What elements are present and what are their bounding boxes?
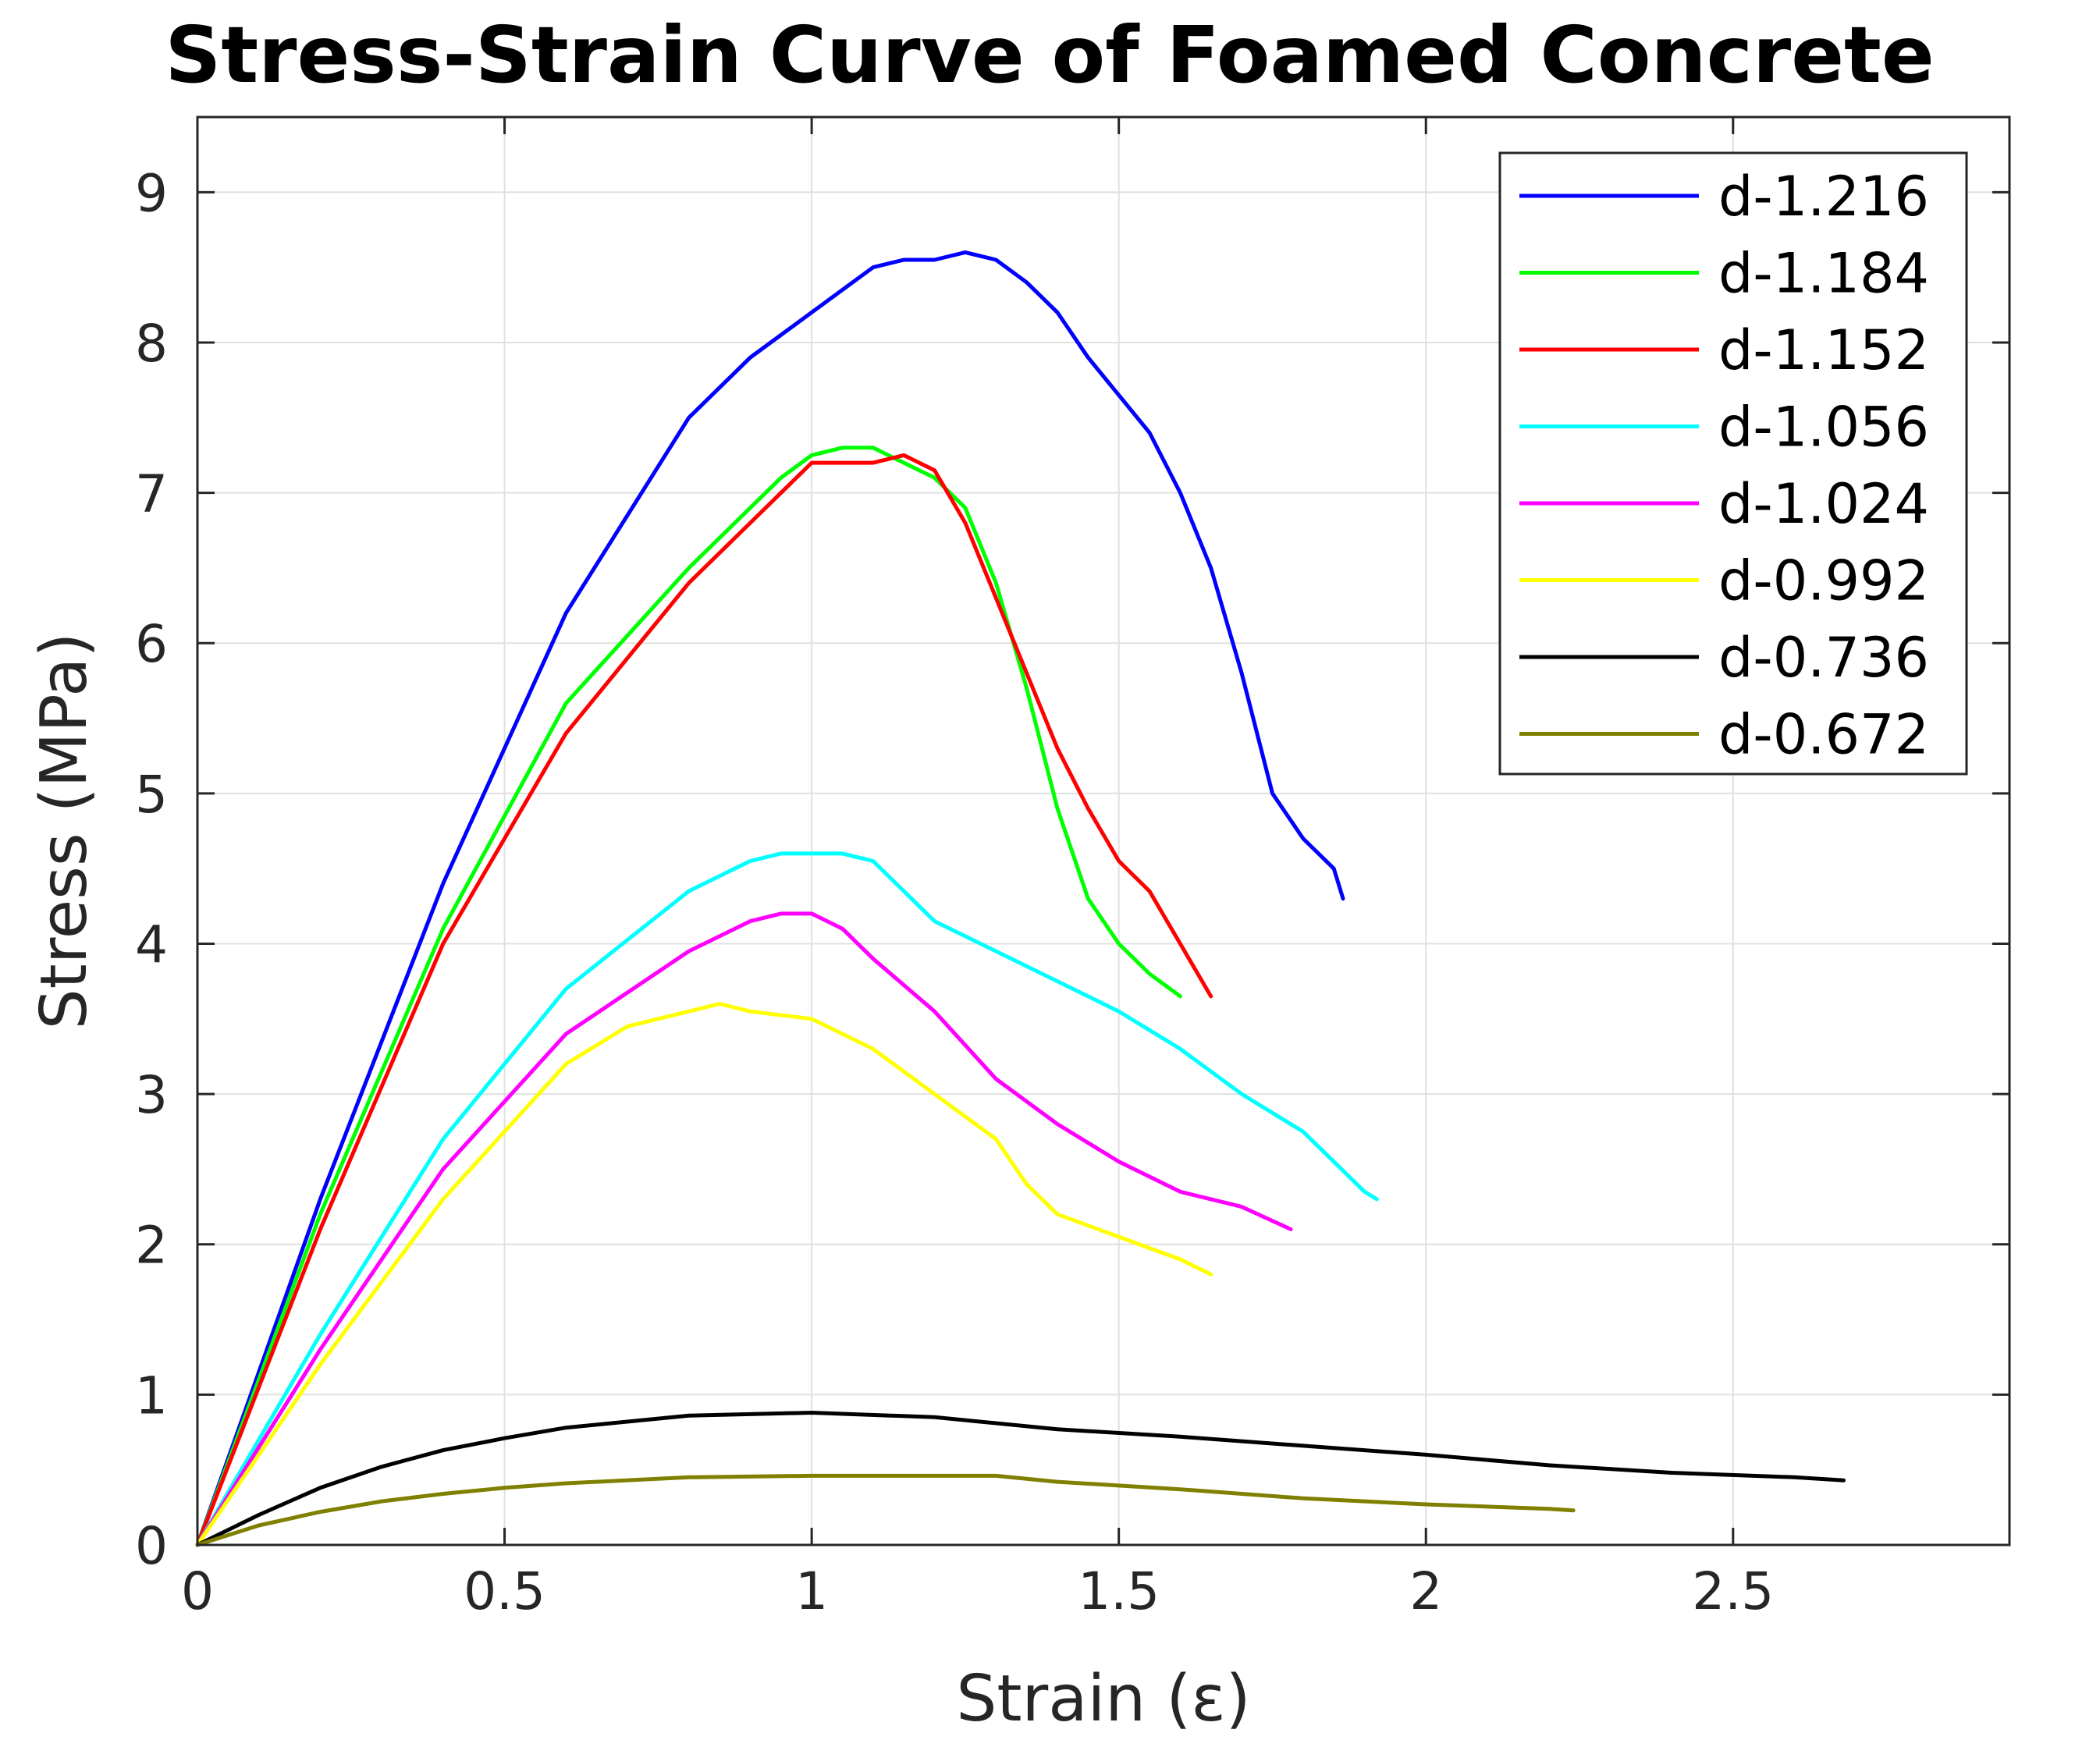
- y-tick-label: 3: [135, 1065, 168, 1125]
- legend-label-d-1.216: d-1.216: [1718, 165, 1929, 229]
- x-tick-label: 2: [1409, 1561, 1442, 1621]
- series-line-d-0.736: [195, 1411, 1846, 1547]
- x-tick-label: 1: [795, 1561, 828, 1621]
- x-tick-label: 0.5: [464, 1561, 545, 1621]
- legend-box: [1498, 151, 1968, 776]
- series-line-d-0.992: [195, 1002, 1213, 1547]
- y-tick-label: 5: [135, 765, 168, 825]
- legend-label-d-0.992: d-0.992: [1718, 549, 1929, 613]
- y-tick-label: 9: [135, 163, 168, 223]
- x-tick-label: 0: [181, 1561, 214, 1621]
- y-tick-label: 4: [135, 914, 168, 975]
- legend-label-d-0.736: d-0.736: [1718, 626, 1929, 690]
- series-line-d-0.672: [195, 1473, 1576, 1547]
- legend: d-1.216 d-1.184 d-1.152 d-1.056 d-1.024 d-0.9…: [1498, 151, 1968, 776]
- y-tick-label: 0: [135, 1516, 168, 1576]
- y-tick-label: 7: [135, 464, 168, 524]
- legend-label-d-1.024: d-1.024: [1718, 472, 1929, 536]
- chart-title: Stress-Strain Curve of Foamed Concrete: [165, 9, 1934, 101]
- axis-ticks: 0 0.5 1 1.5 2 2.5 0 1 2 3 4 5 6 7 8 9: [135, 117, 2009, 1621]
- series-line-d-1.216: [195, 250, 1345, 1547]
- legend-label-d-1.184: d-1.184: [1718, 242, 1929, 306]
- y-tick-label: 8: [135, 314, 168, 374]
- series-line-d-1.024: [195, 911, 1293, 1547]
- x-axis-label: Strain (ε): [956, 1662, 1250, 1736]
- series-lines: [195, 250, 1846, 1547]
- legend-label-d-1.056: d-1.056: [1718, 396, 1929, 460]
- legend-label-d-1.152: d-1.152: [1718, 318, 1929, 382]
- y-axis-label: Stress (MPa): [27, 633, 101, 1030]
- series-line-d-1.056: [195, 851, 1379, 1547]
- y-tick-label: 1: [135, 1365, 168, 1426]
- x-tick-label: 2.5: [1692, 1561, 1774, 1621]
- plot-frame: [196, 115, 2011, 1546]
- y-tick-label: 6: [135, 614, 168, 674]
- series-line-d-1.152: [195, 453, 1213, 1547]
- legend-label-d-0.672: d-0.672: [1718, 703, 1929, 767]
- x-tick-label: 1.5: [1078, 1561, 1160, 1621]
- series-line-d-1.184: [195, 446, 1182, 1547]
- y-tick-label: 2: [135, 1216, 168, 1276]
